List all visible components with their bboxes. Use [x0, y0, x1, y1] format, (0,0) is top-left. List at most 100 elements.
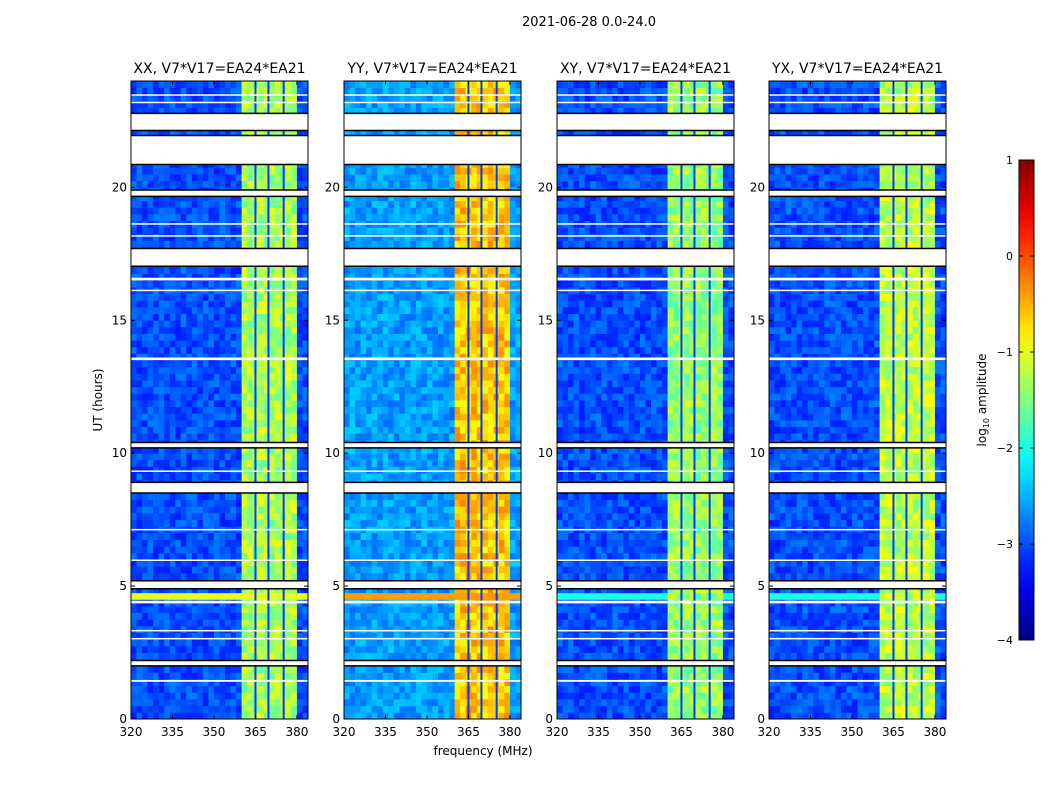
heatmap-cell [269, 593, 275, 600]
heatmap-cell [444, 712, 450, 719]
heatmap-cell [214, 699, 220, 706]
heatmap-cell [225, 540, 231, 547]
heatmap-cell [350, 546, 356, 553]
heatmap-cell [170, 520, 176, 527]
heatmap-cell [388, 453, 394, 460]
heatmap-cell [291, 593, 297, 600]
heatmap-cell [482, 506, 488, 513]
heatmap-cell [372, 626, 378, 633]
heatmap-cell [220, 427, 226, 434]
heatmap-cell [225, 427, 231, 434]
heatmap-cell [170, 327, 176, 334]
heatmap-cell [286, 706, 292, 713]
heatmap-cell [175, 433, 181, 440]
heatmap-cell [137, 692, 143, 699]
heatmap-cell [153, 513, 159, 520]
heatmap-cell [192, 400, 198, 407]
heatmap-cell [499, 619, 505, 626]
heatmap-cell [449, 520, 455, 527]
heatmap-cell [231, 653, 237, 660]
flagged-interval [131, 102, 308, 104]
heatmap-cell [148, 646, 154, 653]
heatmap-cell [236, 387, 242, 394]
heatmap-cell [471, 433, 477, 440]
heatmap-cell [488, 646, 494, 653]
heatmap-cell [153, 686, 159, 693]
heatmap-cell [444, 500, 450, 507]
heatmap-cell [471, 546, 477, 553]
heatmap-cell [504, 533, 510, 540]
heatmap-cell [291, 433, 297, 440]
heatmap-cell [275, 340, 281, 347]
heatmap-cell [361, 347, 367, 354]
heatmap-cell [416, 613, 422, 620]
heatmap-cell [203, 672, 209, 679]
heatmap-cell [488, 393, 494, 400]
heatmap-cell [208, 699, 214, 706]
heatmap-cell [499, 606, 505, 613]
heatmap-cell [416, 540, 422, 547]
heatmap-cell [482, 712, 488, 719]
heatmap-cell [372, 334, 378, 341]
heatmap-cell [208, 619, 214, 626]
heatmap-cell [164, 387, 170, 394]
heatmap-cell [399, 533, 405, 540]
heatmap-cell [377, 407, 383, 414]
heatmap-cell [142, 427, 148, 434]
heatmap-cell [355, 692, 361, 699]
heatmap-cell [275, 407, 281, 414]
heatmap-cell [405, 546, 411, 553]
heatmap-cell [137, 314, 143, 321]
heatmap-cell [449, 493, 455, 500]
heatmap-cell [427, 639, 433, 646]
heatmap-cell [482, 420, 488, 427]
heatmap-cell [148, 294, 154, 301]
heatmap-cell [175, 666, 181, 673]
heatmap-cell [203, 653, 209, 660]
heatmap-cell [131, 81, 137, 88]
heatmap-cell [504, 593, 510, 600]
heatmap-cell [137, 367, 143, 374]
heatmap-cell [208, 300, 214, 307]
heatmap-cell [286, 320, 292, 327]
heatmap-cell [197, 639, 203, 646]
heatmap-cell [275, 653, 281, 660]
heatmap-cell [510, 573, 516, 580]
heatmap-cell [236, 373, 242, 380]
heatmap-cell [433, 613, 439, 620]
heatmap-cell [137, 460, 143, 467]
heatmap-cell [421, 593, 427, 600]
heatmap-cell [225, 566, 231, 573]
heatmap-cell [444, 493, 450, 500]
heatmap-cell [247, 573, 253, 580]
heatmap-cell [247, 294, 253, 301]
heatmap-cell [438, 400, 444, 407]
heatmap-cell [242, 214, 248, 221]
heatmap-cell [286, 566, 292, 573]
heatmap-cell [275, 88, 281, 95]
heatmap-cell [236, 280, 242, 287]
heatmap-cell [142, 88, 148, 95]
heatmap-cell [142, 706, 148, 713]
heatmap-cell [242, 427, 248, 434]
heatmap-cell [170, 706, 176, 713]
heatmap-cell [170, 493, 176, 500]
heatmap-cell [258, 427, 264, 434]
heatmap-cell [286, 373, 292, 380]
heatmap-cell [394, 360, 400, 367]
heatmap-cell [203, 506, 209, 513]
heatmap-cell [170, 88, 176, 95]
heatmap-cell [504, 466, 510, 473]
heatmap-cell [405, 473, 411, 480]
heatmap-cell [214, 167, 220, 174]
heatmap-cell [269, 307, 275, 314]
heatmap-cell [181, 393, 187, 400]
heatmap-cell [159, 174, 165, 181]
heatmap-cell [383, 646, 389, 653]
heatmap-cell [131, 639, 137, 646]
heatmap-cell [175, 420, 181, 427]
heatmap-cell [242, 81, 248, 88]
heatmap-cell [148, 686, 154, 693]
heatmap-cell [258, 686, 264, 693]
heatmap-cell [350, 387, 356, 394]
